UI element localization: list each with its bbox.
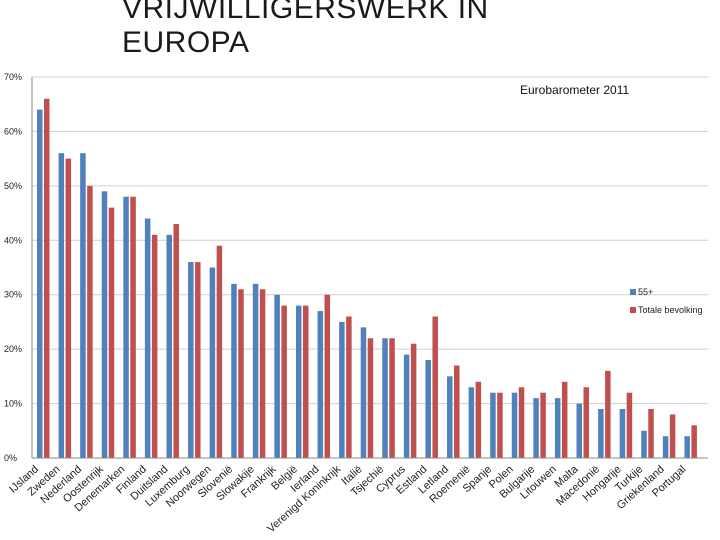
bar-series2 (540, 392, 546, 458)
bar-series1 (166, 234, 172, 458)
y-tick-label: 50% (4, 181, 22, 191)
y-tick-label: 10% (4, 399, 22, 409)
bar-series2 (475, 381, 482, 458)
legend-swatch (630, 307, 636, 313)
bar-series1 (425, 360, 431, 458)
bar-series2 (561, 381, 568, 458)
bar-series2 (216, 245, 223, 458)
bar-series2 (259, 289, 266, 458)
bar-series2 (346, 316, 352, 458)
bar-series2 (302, 305, 309, 458)
bar-series1 (252, 283, 259, 458)
page-title: VRIJWILLIGERSWERK IN EUROPA (122, 0, 489, 60)
bar-series1 (80, 153, 86, 458)
bar-series1 (662, 436, 669, 458)
bar-series1 (317, 311, 324, 458)
bar-series1 (101, 191, 108, 459)
bar-series2 (173, 223, 179, 458)
bar-series2 (324, 294, 331, 458)
bar-series2 (497, 392, 503, 458)
bar-series2 (195, 262, 201, 458)
y-tick-label: 70% (4, 72, 22, 82)
bar-series2 (44, 98, 50, 459)
y-tick-label: 60% (4, 126, 22, 136)
bar-series1 (468, 387, 475, 458)
bar-series1 (231, 283, 237, 458)
bar-series1 (403, 354, 410, 458)
bar-series1 (295, 305, 302, 458)
bar-series1 (339, 321, 345, 458)
bar-series2 (605, 370, 611, 458)
bar-series2 (432, 316, 438, 458)
bar-series2 (410, 343, 417, 458)
bars (37, 98, 697, 459)
bar-series2 (691, 425, 697, 458)
y-tick-label: 30% (4, 290, 22, 300)
bar-series1 (58, 153, 65, 458)
title-line-1: VRIJWILLIGERSWERK IN (122, 0, 489, 25)
bar-series1 (360, 327, 367, 458)
y-tick-label: 40% (4, 235, 22, 245)
bar-series2 (108, 207, 115, 458)
bar-series2 (648, 409, 654, 458)
legend-swatch (630, 289, 636, 295)
bar-series2 (130, 196, 136, 459)
bar-series2 (626, 392, 633, 458)
bar-series1 (533, 398, 539, 458)
bar-series2 (367, 338, 374, 458)
bar-series1 (554, 398, 561, 458)
bar-series1 (576, 403, 583, 458)
y-axis-ticks: 0% 10% 20% 30% 40% 50% 60% 70% (4, 72, 22, 463)
bar-series2 (583, 387, 590, 458)
bar-series1 (37, 109, 43, 458)
bar-series1 (619, 409, 626, 458)
chart-subtitle: Eurobarometer 2011 (520, 83, 630, 97)
bar-series2 (518, 387, 525, 458)
bar-series2 (87, 185, 93, 459)
bar-series2 (65, 158, 72, 458)
bar-series1 (490, 392, 496, 458)
bar-series2 (238, 289, 244, 458)
bar-series1 (598, 409, 604, 458)
legend-label: Totale bevolking (638, 305, 703, 315)
legend: 55+ Totale bevolking (630, 287, 703, 315)
bar-series2 (454, 365, 460, 458)
bar-series1 (684, 436, 690, 458)
y-tick-label: 20% (4, 344, 22, 354)
bar-series1 (382, 338, 388, 458)
bar-series1 (641, 430, 647, 458)
bar-series1 (188, 262, 194, 458)
bar-series2 (389, 338, 395, 458)
legend-label: 55+ (638, 287, 653, 297)
bar-series1 (144, 218, 151, 458)
bar-series1 (274, 294, 280, 458)
bar-series1 (209, 267, 216, 458)
bar-series1 (511, 392, 518, 458)
bar-series2 (151, 234, 158, 458)
bar-series2 (281, 305, 287, 458)
title-line-2: EUROPA (122, 26, 250, 59)
bar-series1 (447, 376, 453, 458)
category-labels: IJslandZwedenNederlandOostenrijkDenemark… (7, 463, 688, 536)
y-tick-label: 0% (4, 453, 17, 463)
bar-series1 (123, 196, 129, 459)
bar-series2 (669, 414, 676, 458)
